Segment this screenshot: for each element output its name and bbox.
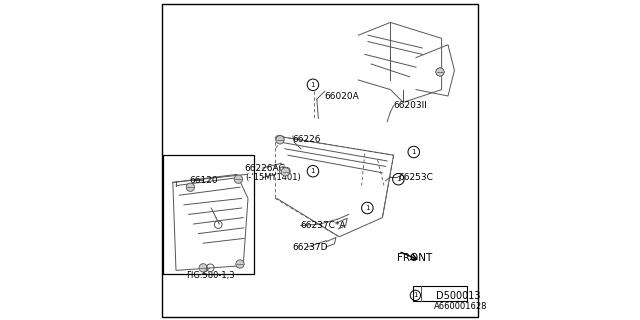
Text: 1: 1 xyxy=(396,176,401,182)
Text: A660001628: A660001628 xyxy=(434,302,488,311)
Text: 1: 1 xyxy=(310,82,316,88)
Bar xyxy=(163,155,254,274)
Text: 1: 1 xyxy=(310,168,316,174)
Text: 1: 1 xyxy=(412,149,416,155)
Text: 66226: 66226 xyxy=(292,135,321,144)
Circle shape xyxy=(276,136,284,144)
Text: 66020A: 66020A xyxy=(325,92,360,100)
Text: 66237D: 66237D xyxy=(292,244,328,252)
Circle shape xyxy=(236,260,244,268)
Circle shape xyxy=(234,175,243,183)
Text: (-’15MY1401): (-’15MY1401) xyxy=(246,173,301,182)
Bar xyxy=(413,286,467,301)
Circle shape xyxy=(186,183,195,191)
Circle shape xyxy=(199,264,207,272)
Circle shape xyxy=(282,168,290,176)
Text: 1: 1 xyxy=(413,292,418,298)
Text: 66120: 66120 xyxy=(189,176,218,185)
Text: FRONT: FRONT xyxy=(397,252,433,263)
Text: 66226AG: 66226AG xyxy=(245,164,286,172)
Text: D500013: D500013 xyxy=(436,291,481,301)
Text: 66253C: 66253C xyxy=(398,173,433,182)
Text: FIG.580-1,3: FIG.580-1,3 xyxy=(187,271,235,280)
Circle shape xyxy=(436,68,444,76)
Text: 1: 1 xyxy=(365,205,370,211)
Text: 66237C*A: 66237C*A xyxy=(301,221,346,230)
Text: 66203II: 66203II xyxy=(394,101,428,110)
